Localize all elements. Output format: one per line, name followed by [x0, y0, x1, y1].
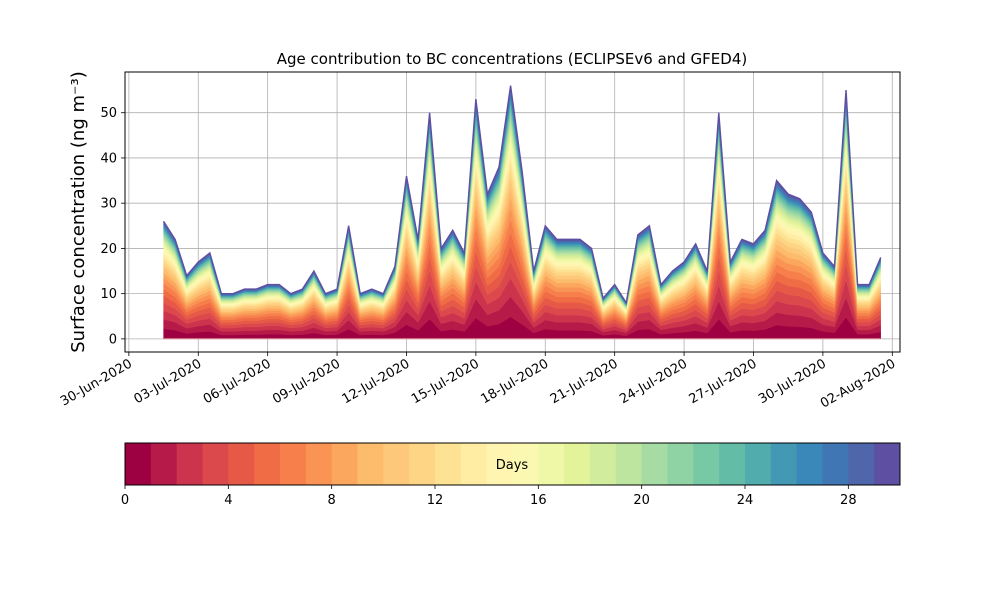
colorbar-segment [564, 443, 591, 485]
colorbar-segment [770, 443, 798, 485]
colorbar-segment [176, 443, 203, 485]
x-tick-label: 15-Jul-2020 [409, 356, 482, 407]
colorbar: 0 4 8 12 16 20 24 28 Days [121, 442, 901, 508]
colorbar-segment [615, 443, 643, 485]
colorbar-segment [590, 443, 617, 485]
y-tick-label: 30 [100, 197, 117, 212]
colorbar-segment [357, 443, 384, 485]
colorbar-segment [228, 443, 255, 485]
colorbar-segment [383, 443, 410, 485]
y-tick-label: 10 [100, 287, 117, 302]
chart-title: Age contribution to BC concentrations (E… [277, 50, 748, 68]
colorbar-segment [719, 443, 746, 485]
colorbar-frame [124, 442, 901, 486]
colorbar-segment [460, 443, 488, 485]
colorbar-tick-label: 0 [121, 493, 129, 508]
colorbar-segment [641, 443, 668, 485]
colorbar-tick-label: 16 [530, 493, 547, 508]
x-tick-label: 30-Jun-2020 [58, 356, 135, 409]
x-tick-label: 12-Jul-2020 [340, 356, 413, 407]
colorbar-segment [512, 443, 539, 485]
colorbar-tick-label: 8 [328, 493, 336, 508]
colorbar-segment [538, 443, 565, 485]
y-axis-label: Surface concentration (ng m⁻³) [68, 71, 89, 353]
x-tick-label: 18-Jul-2020 [478, 356, 551, 407]
colorbar-tick-label: 28 [840, 493, 857, 508]
x-tick-label: 06-Jul-2020 [201, 356, 274, 407]
colorbar-segment [486, 443, 513, 485]
plot-area: 30-Jun-202003-Jul-202006-Jul-202009-Jul-… [58, 71, 901, 412]
axes-frame [124, 71, 901, 353]
colorbar-segment [254, 443, 281, 485]
colorbar-segment [150, 443, 178, 485]
colorbar-segment [667, 443, 694, 485]
colorbar-segment [125, 443, 152, 485]
x-tick-label: 21-Jul-2020 [548, 356, 621, 407]
colorbar-segment [409, 443, 436, 485]
colorbar-segment [305, 443, 333, 485]
x-tick-label: 02-Aug-2020 [818, 356, 898, 411]
colorbar-segment [693, 443, 720, 485]
y-tick-label: 20 [100, 242, 117, 257]
colorbar-segment [796, 443, 823, 485]
stacked-bands [163, 85, 881, 340]
y-tick-label: 40 [100, 151, 117, 166]
colorbar-segment [822, 443, 849, 485]
colorbar-segment [202, 443, 229, 485]
x-tick-label: 09-Jul-2020 [270, 356, 343, 407]
y-tick-label: 50 [100, 106, 117, 121]
colorbar-segment [331, 443, 358, 485]
colorbar-segment [280, 443, 307, 485]
colorbar-tick-label: 12 [427, 493, 444, 508]
colorbar-label: Days [496, 458, 529, 473]
colorbar-segment [874, 443, 901, 485]
x-tick-label: 24-Jul-2020 [617, 356, 690, 407]
x-tick-label: 03-Jul-2020 [131, 356, 204, 407]
y-tick-label: 0 [109, 332, 117, 347]
colorbar-segment [848, 443, 875, 485]
total-line [162, 85, 882, 305]
colorbar-segment [745, 443, 772, 485]
colorbar-tick-label: 24 [737, 493, 754, 508]
colorbar-tick-label: 4 [224, 493, 232, 508]
x-tick-label: 27-Jul-2020 [687, 356, 760, 407]
colorbar-segment [435, 443, 462, 485]
colorbar-tick-label: 20 [633, 493, 650, 508]
